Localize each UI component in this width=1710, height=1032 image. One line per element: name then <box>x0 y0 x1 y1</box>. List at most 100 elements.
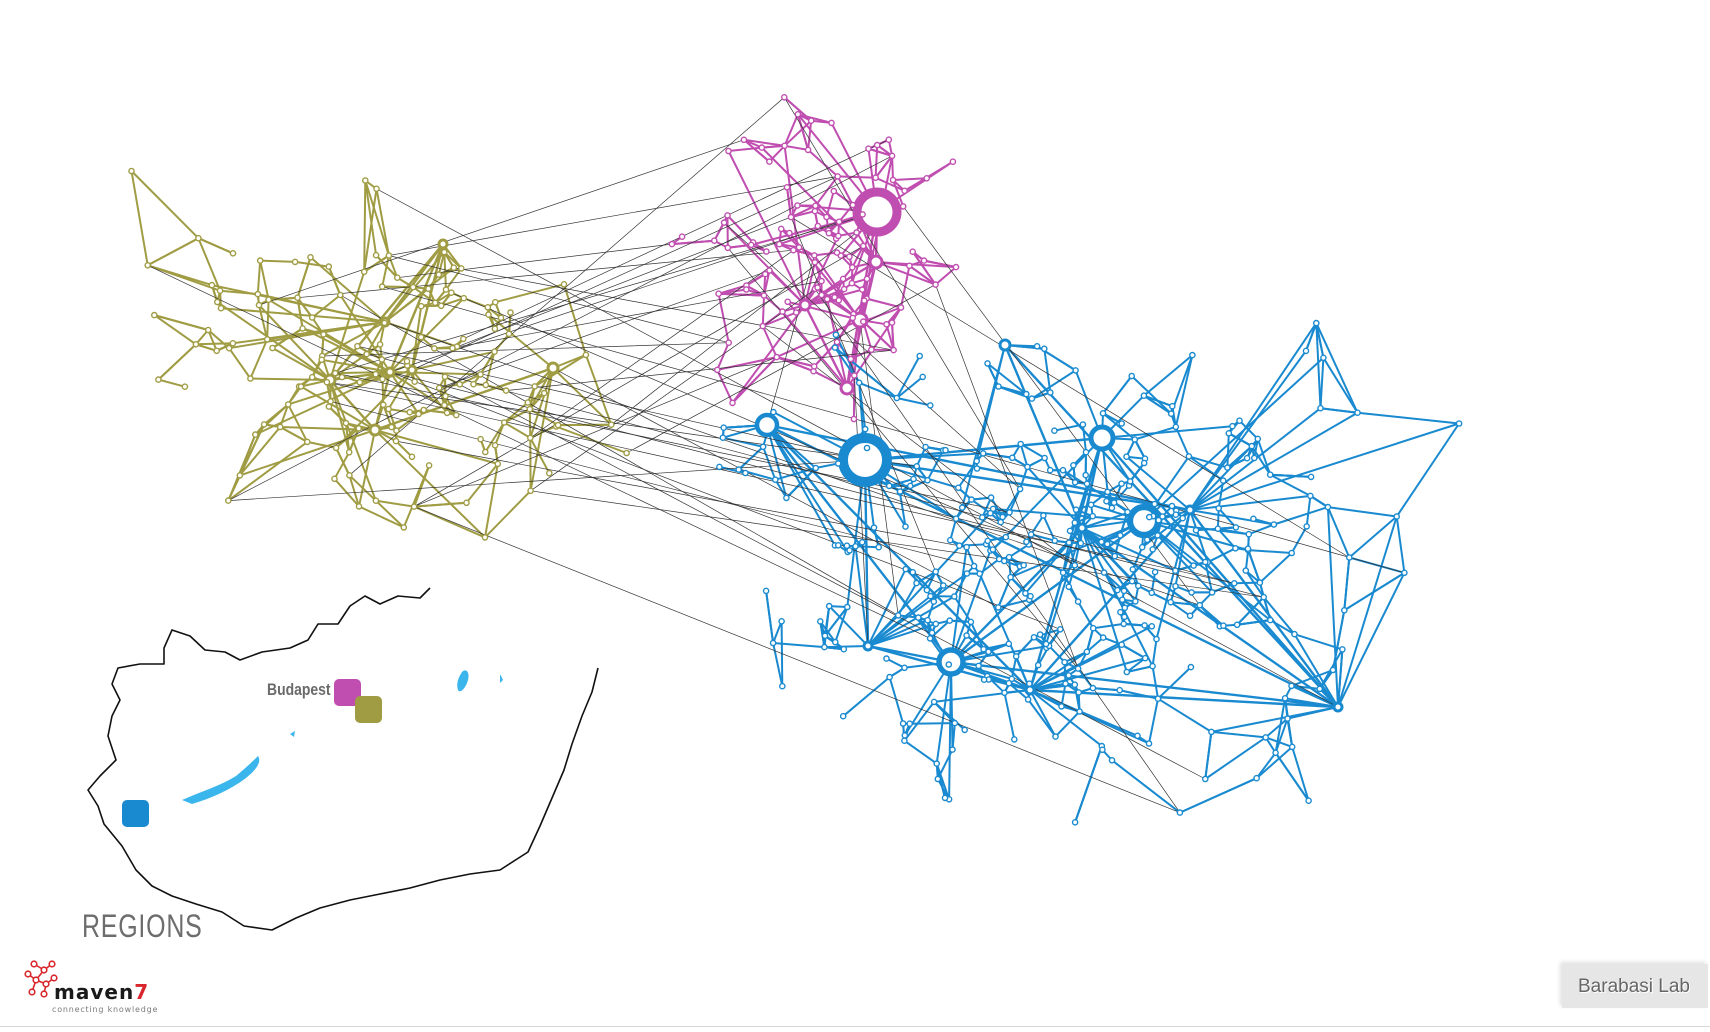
blue-node <box>942 446 949 454</box>
olive-node <box>216 287 224 295</box>
blue-node <box>1188 589 1195 596</box>
blue-edge <box>1395 515 1406 574</box>
blue-edge <box>1395 422 1461 518</box>
pink-node <box>812 202 819 210</box>
inter-cluster-link <box>366 353 1235 584</box>
pink-node <box>853 229 860 236</box>
inter-cluster-link <box>396 243 673 279</box>
olive-node <box>460 294 468 302</box>
blue-node <box>1005 679 1013 687</box>
blue-node <box>1128 577 1136 585</box>
pink-node <box>863 275 871 283</box>
pink-edge <box>908 264 937 286</box>
blue-node <box>1219 477 1227 484</box>
olive-hub-node <box>406 364 418 376</box>
olive-node <box>204 326 212 334</box>
olive-edge <box>249 377 331 381</box>
olive-node <box>526 405 534 413</box>
blue-edge <box>834 346 898 399</box>
blue-edge <box>1133 425 1177 441</box>
blue-node <box>1023 538 1030 546</box>
olive-edge <box>263 403 290 426</box>
olive-node <box>491 298 499 306</box>
blue-node <box>1313 319 1320 327</box>
maven7-logo[interactable]: maven7 connecting knowledge <box>24 960 184 1016</box>
blue-edge <box>888 676 905 725</box>
blue-node <box>821 632 829 640</box>
pink-edge <box>742 138 786 147</box>
blue-edge <box>949 517 958 542</box>
blue-node <box>1076 708 1083 715</box>
pink-node <box>909 248 917 255</box>
blue-node <box>1033 342 1041 350</box>
pink-node <box>846 253 853 261</box>
blue-node <box>1083 480 1091 488</box>
blue-edge <box>997 598 1031 609</box>
olive-node <box>303 438 311 446</box>
olive-node <box>318 356 326 364</box>
blue-node <box>1121 613 1128 621</box>
blue-node <box>1131 436 1139 443</box>
olive-node <box>481 448 489 456</box>
inter-cluster-link <box>384 321 1201 606</box>
blue-edge <box>915 570 937 585</box>
blue-edge <box>1337 571 1406 708</box>
blue-node <box>1187 663 1195 671</box>
blue-node <box>1172 511 1180 519</box>
pink-node <box>790 246 797 254</box>
blue-node <box>1307 492 1314 500</box>
blue-edge <box>982 452 1014 459</box>
pink-node <box>714 366 721 374</box>
blue-node <box>906 720 914 728</box>
pink-node <box>888 152 896 160</box>
blue-node <box>973 457 981 465</box>
inter-cluster-link <box>462 139 890 340</box>
blue-edge <box>1085 627 1095 653</box>
pink-edge <box>745 284 765 297</box>
olive-edge <box>363 179 367 273</box>
olive-node <box>327 398 334 405</box>
blue-node <box>1262 734 1269 741</box>
blue-node <box>1118 641 1125 649</box>
inter-cluster-link <box>388 176 839 256</box>
pink-node <box>860 242 867 250</box>
lake-small <box>290 731 295 737</box>
olive-edge <box>254 371 391 436</box>
blue-node <box>1250 515 1257 523</box>
olive-node <box>379 375 386 383</box>
blue-edge <box>1081 527 1134 583</box>
pink-edge <box>862 306 902 323</box>
inter-cluster-link <box>411 176 839 371</box>
blue-node <box>832 331 840 339</box>
budapest-label: Budapest <box>267 680 331 699</box>
blue-edge <box>1198 604 1225 627</box>
olive-node <box>372 251 380 259</box>
olive-node <box>354 342 361 350</box>
blue-node <box>1169 402 1176 410</box>
blue-hub-node <box>838 433 892 487</box>
blue-hub-node <box>1184 504 1196 516</box>
blue-node <box>1071 479 1079 486</box>
blue-node <box>987 494 995 501</box>
blue-node <box>839 712 847 720</box>
olive-node <box>128 167 135 175</box>
blue-node <box>719 434 727 442</box>
olive-edge <box>271 327 304 349</box>
blue-node <box>1052 733 1059 740</box>
blue-node <box>1082 471 1089 479</box>
olive-edge <box>328 378 377 432</box>
pink-node <box>823 295 831 303</box>
blue-node <box>1121 604 1129 612</box>
olive-node <box>385 405 392 413</box>
olive-edge <box>458 373 482 386</box>
olive-edge <box>266 298 270 341</box>
blue-node <box>1089 624 1097 632</box>
blue-node <box>1153 635 1160 643</box>
pink-edge <box>783 144 806 306</box>
inter-cluster-link <box>227 459 866 501</box>
blue-node <box>1248 442 1256 450</box>
blue-edge <box>1217 507 1237 529</box>
blue-node <box>1099 634 1107 641</box>
pink-hub-node <box>839 380 855 396</box>
blue-node <box>1041 454 1048 462</box>
